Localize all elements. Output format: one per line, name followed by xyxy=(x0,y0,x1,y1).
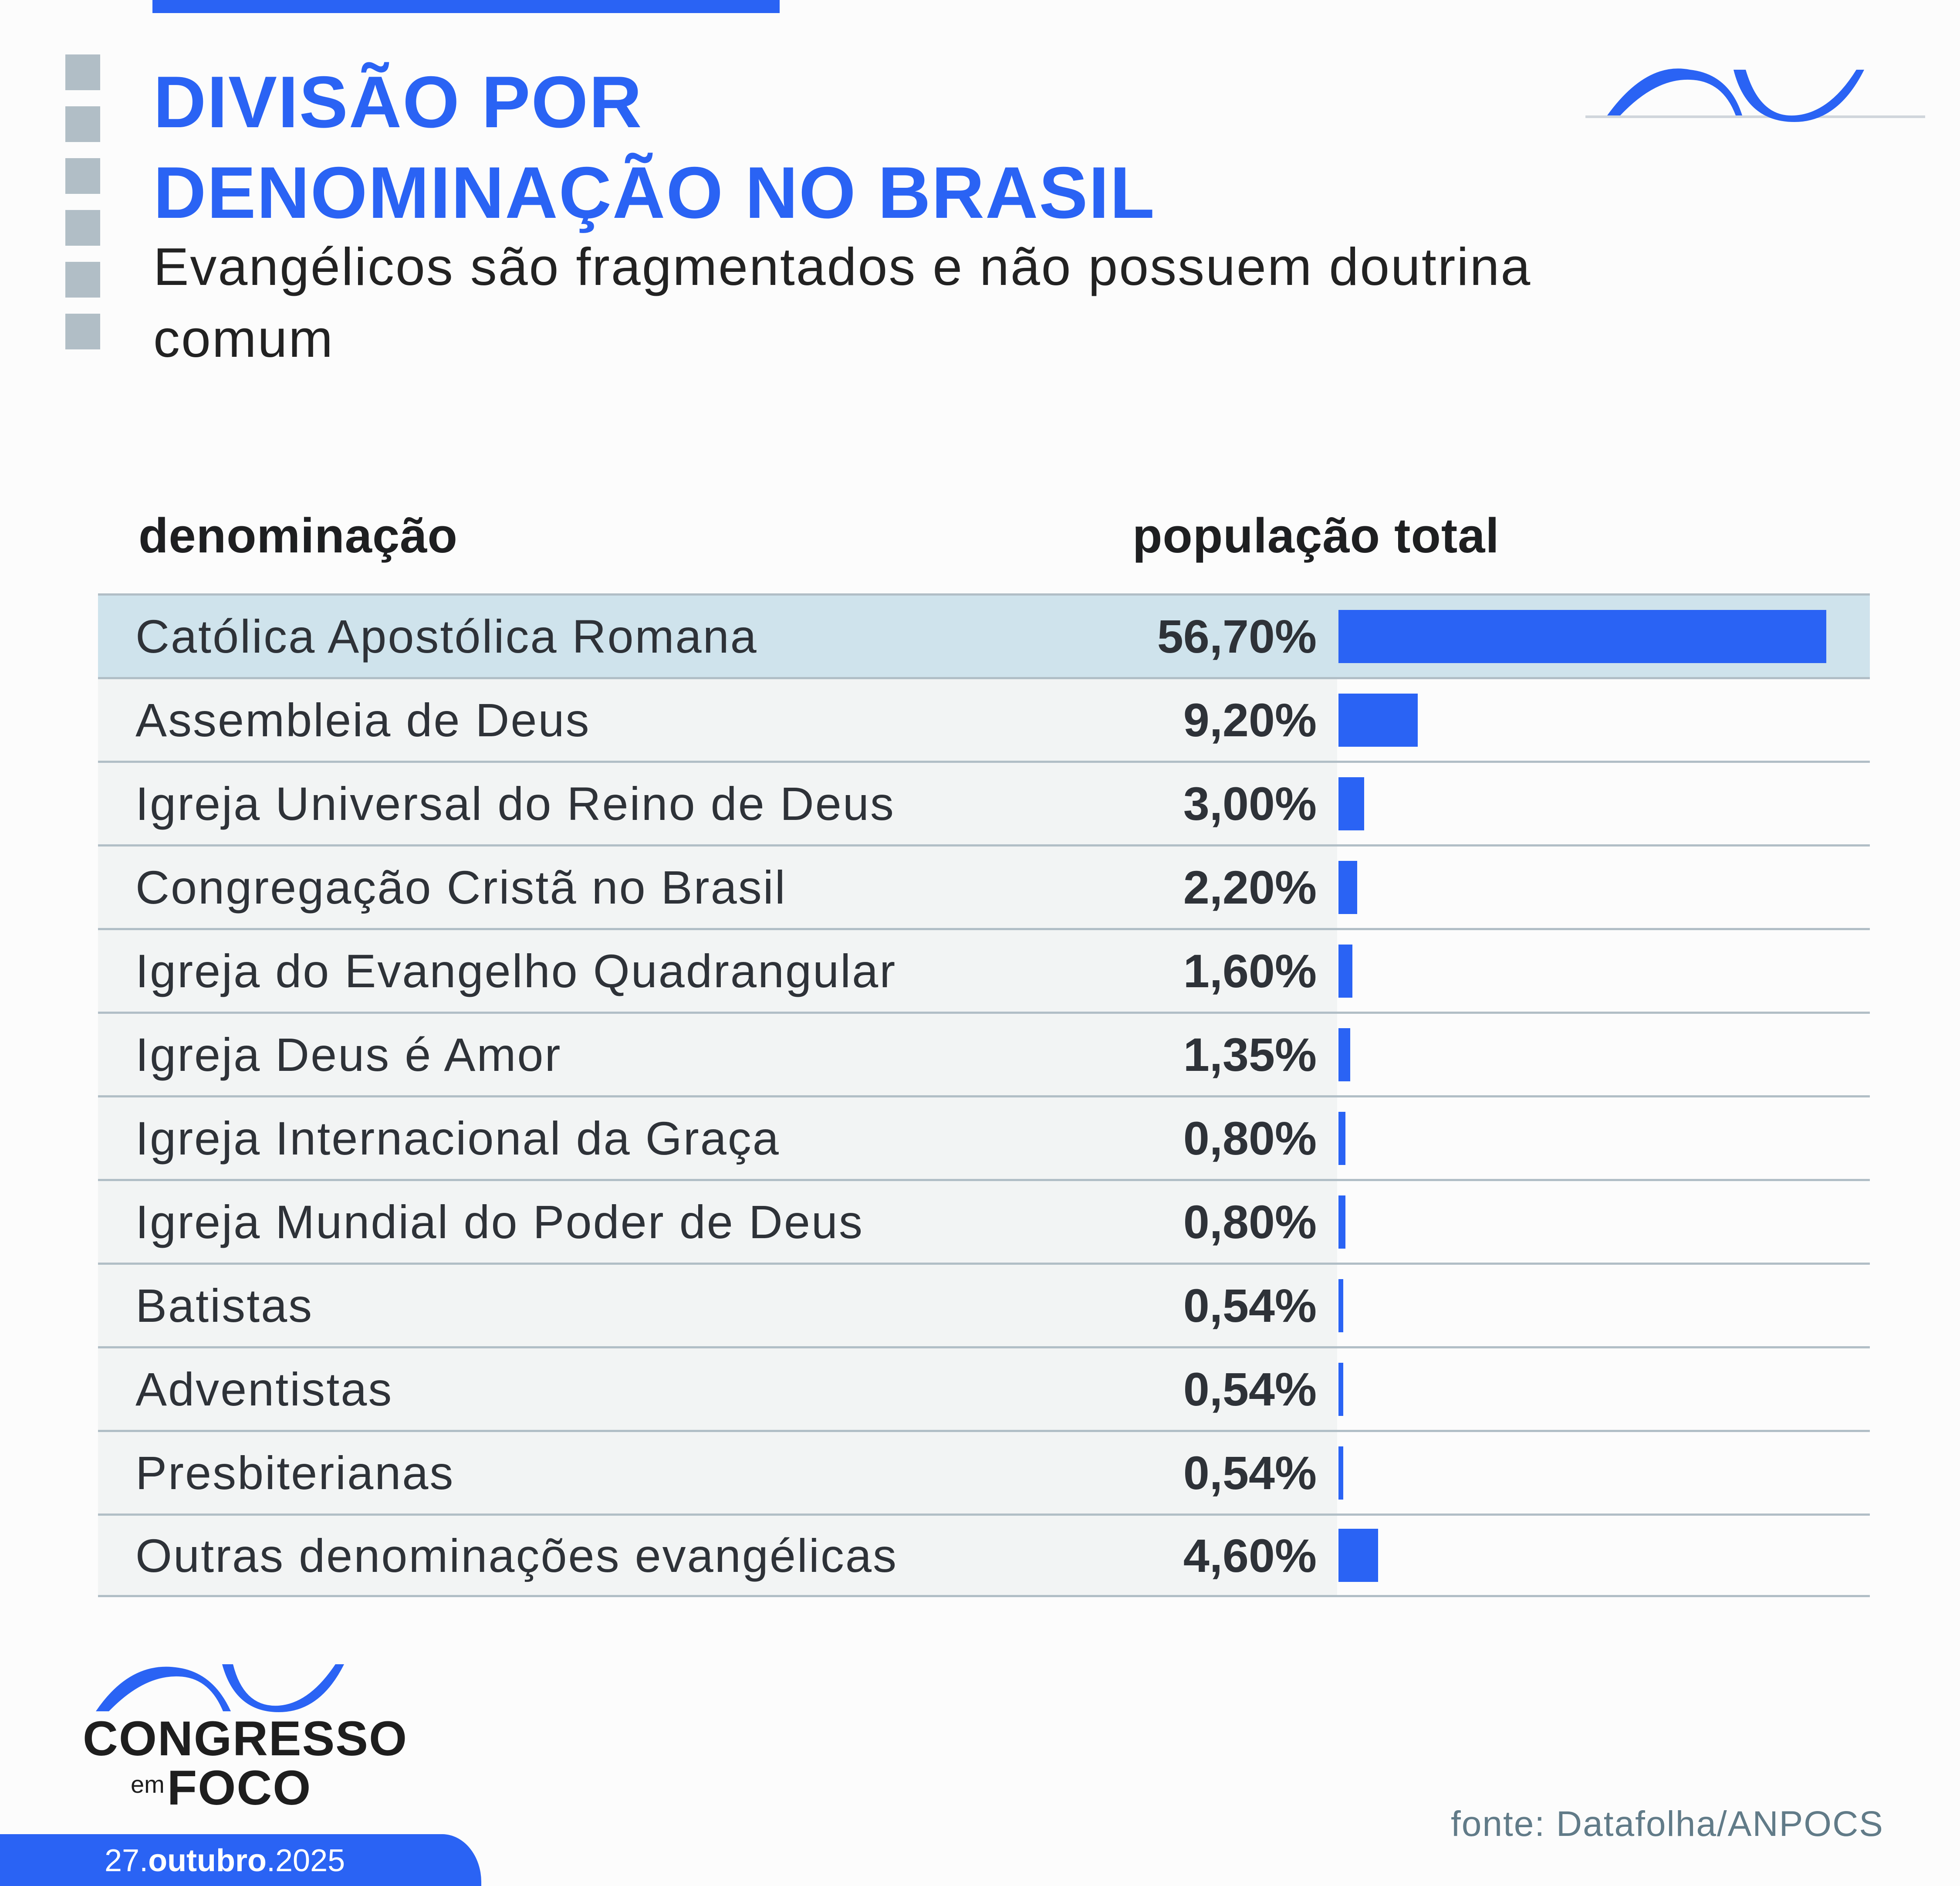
square-2 xyxy=(65,106,100,142)
population-bar xyxy=(1338,1279,1343,1332)
table-row: Igreja Deus é Amor 1,35% xyxy=(98,1012,1870,1095)
denomination-label: Igreja Internacional da Graça xyxy=(135,1112,780,1165)
row-background xyxy=(98,679,1337,761)
brand-name-em: em xyxy=(131,1771,165,1798)
table-row: Igreja Mundial do Poder de Deus 0,80% xyxy=(98,1179,1870,1263)
row-background xyxy=(98,930,1337,1012)
source-note: fonte: Datafolha/ANPOCS xyxy=(1450,1804,1884,1844)
population-bar xyxy=(1338,1446,1343,1500)
row-background xyxy=(98,1432,1337,1514)
table-row: Assembleia de Deus 9,20% xyxy=(98,677,1870,761)
row-background xyxy=(98,763,1337,844)
row-background xyxy=(98,1348,1337,1430)
row-background xyxy=(98,1516,1337,1595)
column-header-denomination: denominação xyxy=(139,508,458,563)
table-row: Congregação Cristã no Brasil 2,20% xyxy=(98,844,1870,928)
population-value: 0,54% xyxy=(1183,1363,1317,1415)
row-background xyxy=(98,846,1337,928)
population-value: 0,54% xyxy=(1183,1279,1317,1332)
population-value: 4,60% xyxy=(1183,1529,1317,1582)
row-background xyxy=(98,1265,1337,1346)
denomination-label: Igreja Deus é Amor xyxy=(135,1028,562,1081)
population-bar xyxy=(1338,944,1352,998)
square-1 xyxy=(65,54,100,90)
denomination-label: Assembleia de Deus xyxy=(135,694,591,746)
date-day: 27. xyxy=(105,1843,149,1878)
table-row: Presbiterianas 0,54% xyxy=(98,1430,1870,1514)
square-4 xyxy=(65,210,100,246)
population-bar xyxy=(1338,1195,1345,1249)
population-bar xyxy=(1338,1529,1378,1582)
table-row: Batistas 0,54% xyxy=(98,1263,1870,1346)
brand-name-congresso: CONGRESSO xyxy=(83,1711,408,1766)
date-badge: 27.outubro.2025 xyxy=(0,1834,481,1886)
page-title: DIVISÃO POR DENOMINAÇÃO NO BRASIL xyxy=(153,57,1156,238)
row-background xyxy=(98,1097,1337,1179)
logo-wave-icon xyxy=(1585,68,1925,122)
row-background xyxy=(98,1181,1337,1263)
population-bar xyxy=(1338,777,1365,830)
population-value: 0,54% xyxy=(1183,1446,1317,1499)
population-bar xyxy=(1338,1362,1343,1416)
table-row: Outras denominações evangélicas 4,60% xyxy=(98,1514,1870,1597)
date-year: .2025 xyxy=(267,1843,345,1878)
denomination-label: Batistas xyxy=(135,1279,314,1332)
population-bar xyxy=(1338,693,1418,747)
denomination-label: Adventistas xyxy=(135,1363,393,1415)
title-line-1: DIVISÃO POR xyxy=(153,61,643,143)
brand-logo: CONGRESSO em FOCO xyxy=(83,1664,408,1815)
brand-name-foco: FOCO xyxy=(167,1761,312,1815)
population-bar xyxy=(1338,1111,1345,1165)
population-bar xyxy=(1338,860,1358,914)
table-row: Igreja do Evangelho Quadrangular 1,60% xyxy=(98,928,1870,1012)
decorative-squares xyxy=(65,54,100,366)
top-accent-bar xyxy=(152,0,780,13)
population-value: 0,80% xyxy=(1183,1195,1317,1248)
denomination-label: Presbiterianas xyxy=(135,1446,455,1499)
population-value: 1,35% xyxy=(1183,1028,1317,1081)
page-subtitle: Evangélicos são fragmentados e não possu… xyxy=(153,237,1532,368)
table-row: Igreja Internacional da Graça 0,80% xyxy=(98,1095,1870,1179)
title-line-2: DENOMINAÇÃO NO BRASIL xyxy=(153,152,1156,234)
population-value: 0,80% xyxy=(1183,1112,1317,1165)
column-header-population: população total xyxy=(1132,508,1500,563)
population-bar xyxy=(1338,609,1826,663)
square-6 xyxy=(65,314,100,349)
table-row: Igreja Universal do Reino de Deus 3,00% xyxy=(98,761,1870,844)
square-5 xyxy=(65,262,100,298)
population-value: 2,20% xyxy=(1183,861,1317,914)
denomination-label: Católica Apostólica Romana xyxy=(135,610,758,663)
denomination-label: Igreja Universal do Reino de Deus xyxy=(135,777,895,830)
square-3 xyxy=(65,158,100,194)
population-value: 9,20% xyxy=(1183,694,1317,746)
denomination-label: Igreja Mundial do Poder de Deus xyxy=(135,1195,864,1248)
table-row: Adventistas 0,54% xyxy=(98,1346,1870,1430)
date-text: 27.outubro.2025 xyxy=(105,1843,345,1879)
brand-name-foco-line: em FOCO xyxy=(131,1761,396,1815)
brand-wave-icon xyxy=(96,1664,344,1712)
table-row: Católica Apostólica Romana 56,70% xyxy=(98,593,1870,677)
row-background xyxy=(98,1014,1337,1095)
denomination-label: Outras denominações evangélicas xyxy=(135,1529,898,1582)
date-month: outubro xyxy=(148,1843,267,1878)
population-value: 3,00% xyxy=(1183,777,1317,830)
denomination-label: Congregação Cristã no Brasil xyxy=(135,861,787,914)
population-value: 56,70% xyxy=(1157,610,1317,663)
population-value: 1,60% xyxy=(1183,945,1317,997)
denomination-label: Igreja do Evangelho Quadrangular xyxy=(135,945,897,997)
population-bar xyxy=(1338,1028,1350,1081)
denomination-table: Católica Apostólica Romana 56,70% Assemble… xyxy=(98,593,1870,1597)
